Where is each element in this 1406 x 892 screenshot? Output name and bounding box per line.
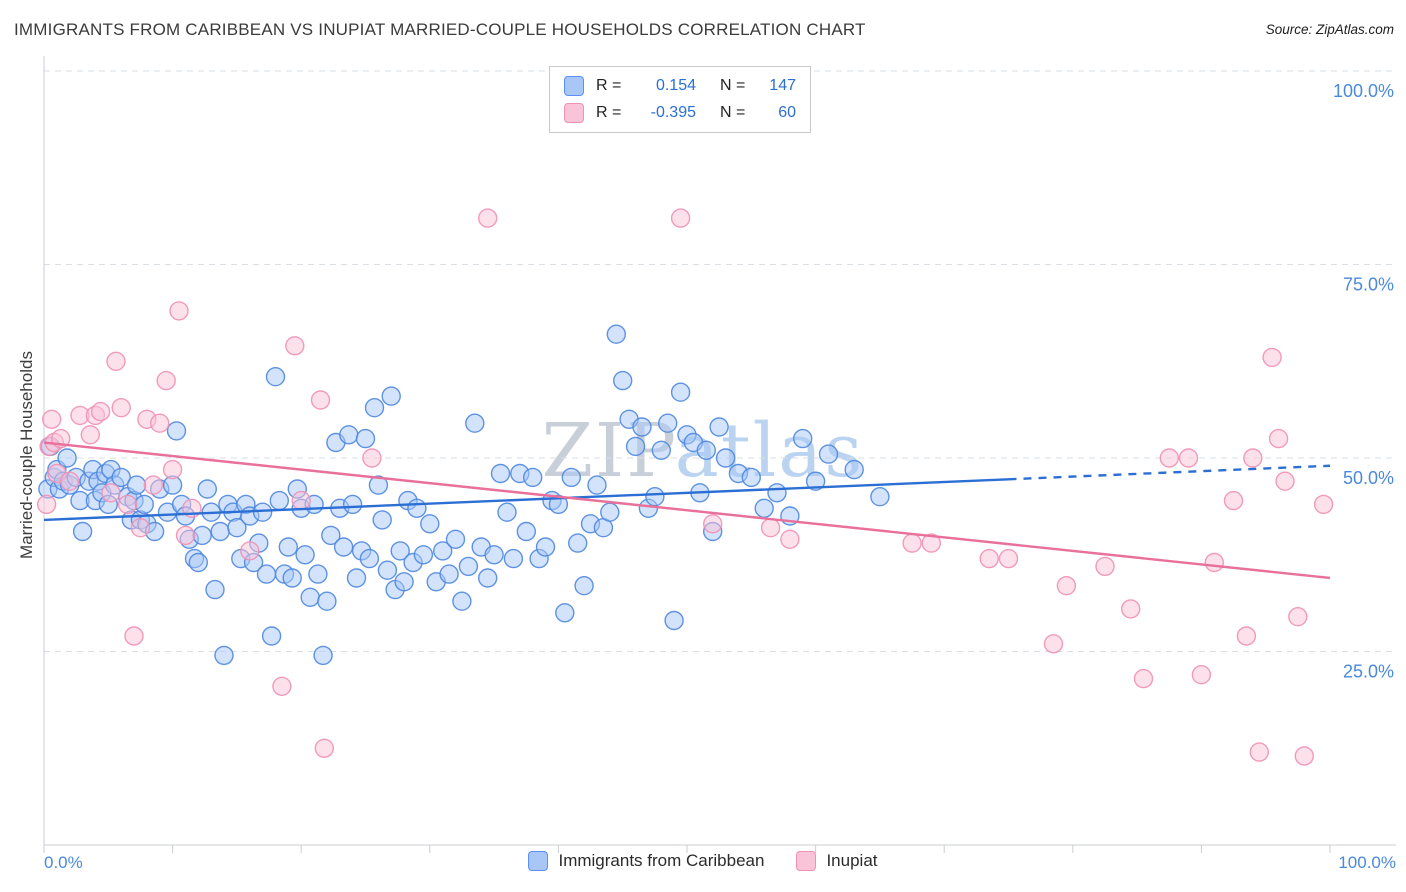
caribbean-swatch-icon <box>564 76 584 96</box>
legend-item-caribbean: Immigrants from Caribbean <box>528 851 764 871</box>
correlation-row-inupiat: R = -0.395 N = 60 <box>564 103 796 123</box>
inupiat-legend-swatch-icon <box>796 851 817 871</box>
x-axis-max-label: 100.0% <box>1338 853 1396 872</box>
n-value: 147 <box>769 77 796 94</box>
legend-label-caribbean: Immigrants from Caribbean <box>558 851 765 870</box>
r-label: R = <box>596 77 622 94</box>
r-label: R = <box>596 104 622 121</box>
y-axis-label: Married-couple Households <box>17 351 36 559</box>
svg-text:75.0%: 75.0% <box>1343 275 1394 295</box>
n-label: N = <box>720 77 746 94</box>
source-label: Source: ZipAtlas.com <box>1265 22 1394 37</box>
svg-text:50.0%: 50.0% <box>1343 468 1394 488</box>
series-legend: Immigrants from Caribbean Inupiat <box>0 851 1406 871</box>
n-label: N = <box>720 104 746 121</box>
svg-text:100.0%: 100.0% <box>1333 81 1394 101</box>
legend-label-inupiat: Inupiat <box>826 851 878 870</box>
r-value: 0.154 <box>655 77 696 94</box>
correlation-row-caribbean: R = 0.154 N = 147 <box>564 76 796 96</box>
page-title: IMMIGRANTS FROM CARIBBEAN VS INUPIAT MAR… <box>14 20 866 39</box>
r-value: -0.395 <box>650 104 696 121</box>
n-value: 60 <box>778 104 796 121</box>
legend-item-inupiat: Inupiat <box>796 851 878 871</box>
correlation-legend-box: R = 0.154 N = 147 R = -0.395 N = 60 <box>549 66 811 133</box>
inupiat-swatch-icon <box>564 103 584 123</box>
svg-text:25.0%: 25.0% <box>1343 662 1394 682</box>
caribbean-legend-swatch-icon <box>528 851 549 871</box>
x-axis-min-label: 0.0% <box>44 853 83 872</box>
